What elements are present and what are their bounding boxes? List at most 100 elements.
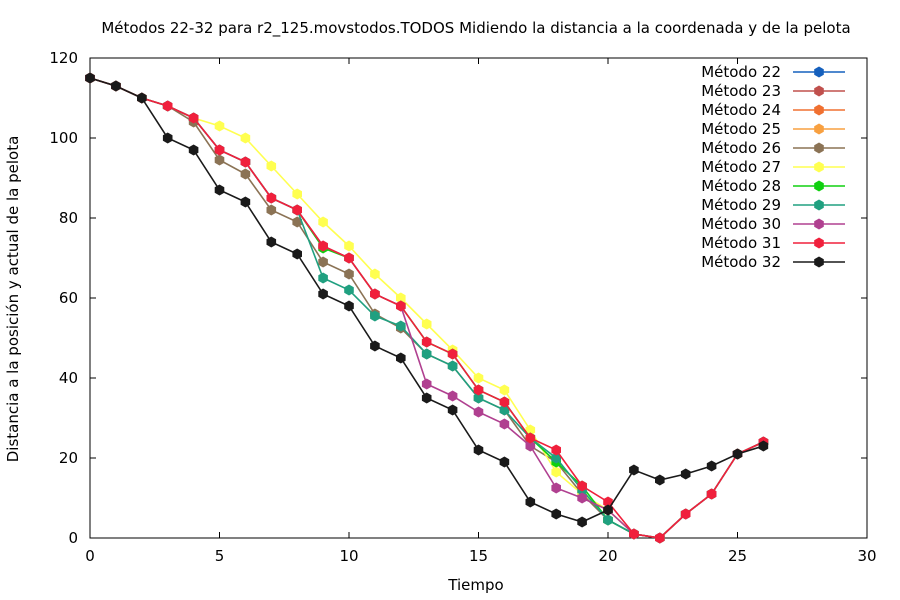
data-point	[577, 492, 587, 504]
legend-label: Método 28	[701, 177, 781, 195]
data-point	[266, 160, 277, 172]
legend-item: Método 25	[701, 120, 845, 138]
data-point	[706, 488, 717, 500]
chart-title: Métodos 22-32 para r2_125.movstodos.TODO…	[101, 19, 850, 38]
data-point	[473, 392, 484, 404]
y-tick-label: 120	[49, 49, 78, 67]
data-point	[551, 508, 561, 520]
series-8	[85, 72, 769, 544]
data-point	[655, 474, 665, 486]
legend-marker	[814, 218, 824, 230]
x-tick-label: 5	[215, 547, 225, 565]
data-point	[473, 444, 484, 456]
x-tick-label: 25	[728, 547, 747, 565]
data-point	[577, 480, 587, 492]
data-point	[318, 288, 328, 300]
x-axis-label: Tiempo	[447, 576, 503, 594]
data-point	[629, 464, 639, 476]
data-point	[111, 80, 121, 92]
data-point	[473, 406, 484, 418]
data-point	[240, 156, 251, 168]
data-point	[370, 288, 380, 300]
data-point	[370, 340, 380, 352]
data-point	[162, 100, 173, 112]
data-point	[447, 348, 458, 360]
data-point	[344, 240, 354, 252]
series-10	[85, 72, 769, 528]
legend-label: Método 30	[701, 215, 781, 233]
data-point	[499, 456, 510, 468]
data-point	[344, 284, 354, 296]
legend-marker	[814, 104, 824, 116]
data-point	[214, 184, 225, 196]
data-point	[603, 496, 613, 508]
y-axis-label: Distancia a la posición y actual de la p…	[4, 136, 22, 463]
legend-item: Método 23	[701, 82, 845, 100]
legend-label: Método 22	[701, 63, 781, 81]
data-point	[525, 440, 536, 452]
data-point	[214, 144, 225, 156]
data-point	[370, 310, 380, 322]
data-point	[551, 466, 561, 478]
data-point	[318, 272, 328, 284]
data-point	[240, 196, 251, 208]
data-point	[655, 532, 665, 544]
data-point	[732, 448, 743, 460]
data-point	[188, 112, 199, 124]
legend-marker	[814, 123, 824, 135]
data-point	[214, 120, 225, 132]
legend-item: Método 32	[701, 253, 845, 271]
data-point	[344, 300, 354, 312]
data-point	[396, 320, 406, 332]
legend-marker	[814, 66, 824, 78]
data-point	[577, 516, 587, 528]
legend-marker	[814, 199, 824, 211]
legend-item: Método 29	[701, 196, 845, 214]
data-point	[758, 440, 769, 452]
series-9	[85, 72, 769, 544]
legend-marker	[814, 161, 824, 173]
axis-ticks: 0 5 10 15 20 25 30 0 20 40 60 80 100 120	[49, 49, 876, 565]
x-tick-label: 30	[857, 547, 876, 565]
data-point	[525, 496, 536, 508]
legend-label: Método 32	[701, 253, 781, 271]
y-tick-label: 0	[68, 529, 78, 547]
data-point	[551, 444, 561, 456]
series-line	[89, 77, 764, 523]
data-point	[292, 216, 302, 228]
data-point	[447, 360, 458, 372]
legend-label: Método 26	[701, 139, 781, 157]
series-7	[85, 72, 769, 544]
legend-item: Método 31	[701, 234, 845, 252]
data-point	[499, 404, 510, 416]
data-point	[266, 236, 277, 248]
data-point	[551, 482, 561, 494]
data-point	[318, 216, 328, 228]
data-point	[370, 268, 380, 280]
data-point	[214, 154, 225, 166]
data-point	[499, 418, 510, 430]
x-tick-label: 20	[598, 547, 617, 565]
x-tick-label: 0	[85, 547, 95, 565]
data-point	[706, 460, 717, 472]
legend-marker	[814, 256, 824, 268]
data-point	[447, 404, 458, 416]
legend-item: Método 26	[701, 139, 845, 157]
data-point	[318, 256, 328, 268]
series-layer	[85, 72, 769, 544]
legend-item: Método 28	[701, 177, 845, 195]
data-point	[473, 384, 484, 396]
data-point	[162, 132, 173, 144]
data-point	[240, 168, 251, 180]
data-point	[525, 424, 536, 436]
data-point	[318, 240, 328, 252]
data-point	[266, 204, 277, 216]
legend-item: Método 30	[701, 215, 845, 233]
legend-label: Método 24	[701, 101, 781, 119]
data-point	[421, 318, 432, 330]
data-point	[188, 144, 199, 156]
legend-item: Método 27	[701, 158, 845, 176]
data-point	[421, 348, 432, 360]
data-point	[473, 372, 484, 384]
